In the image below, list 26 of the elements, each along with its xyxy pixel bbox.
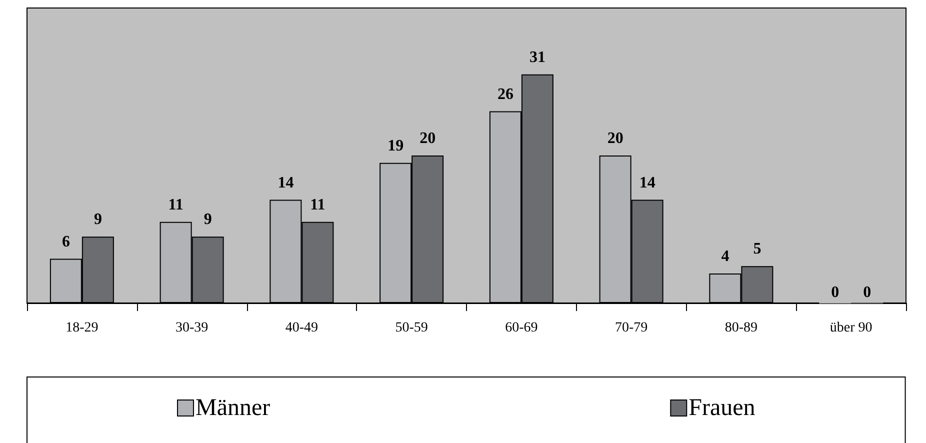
data-label: 4 bbox=[721, 248, 730, 265]
x-tick-label: 60-69 bbox=[505, 320, 538, 336]
x-tick-label: 18-29 bbox=[66, 320, 98, 336]
data-label: 0 bbox=[831, 284, 840, 301]
legend-label: Männer bbox=[196, 395, 270, 421]
x-tick-label: 50-59 bbox=[395, 320, 428, 336]
data-label: 31 bbox=[529, 48, 546, 66]
x-tick-label: 70-79 bbox=[614, 320, 648, 336]
data-label: 6 bbox=[62, 233, 70, 250]
data-label: 19 bbox=[388, 137, 404, 154]
x-tick-label: 40-49 bbox=[285, 320, 318, 336]
data-label: 14 bbox=[278, 174, 294, 192]
data-label: 9 bbox=[204, 211, 212, 228]
x-tick-label: über 90 bbox=[830, 320, 872, 336]
data-label: 14 bbox=[639, 174, 656, 192]
data-label: 26 bbox=[497, 86, 514, 103]
x-tick-label: 80-89 bbox=[724, 320, 758, 336]
data-label: 20 bbox=[607, 130, 624, 147]
data-label: 11 bbox=[310, 196, 326, 214]
data-label: 9 bbox=[94, 211, 102, 228]
data-label: 0 bbox=[863, 284, 872, 301]
data-label: 11 bbox=[168, 196, 184, 214]
data-label: 20 bbox=[420, 130, 436, 147]
data-label: 5 bbox=[753, 240, 762, 258]
legend-label: Frauen bbox=[688, 395, 756, 421]
x-tick-label: 30-39 bbox=[175, 320, 208, 336]
